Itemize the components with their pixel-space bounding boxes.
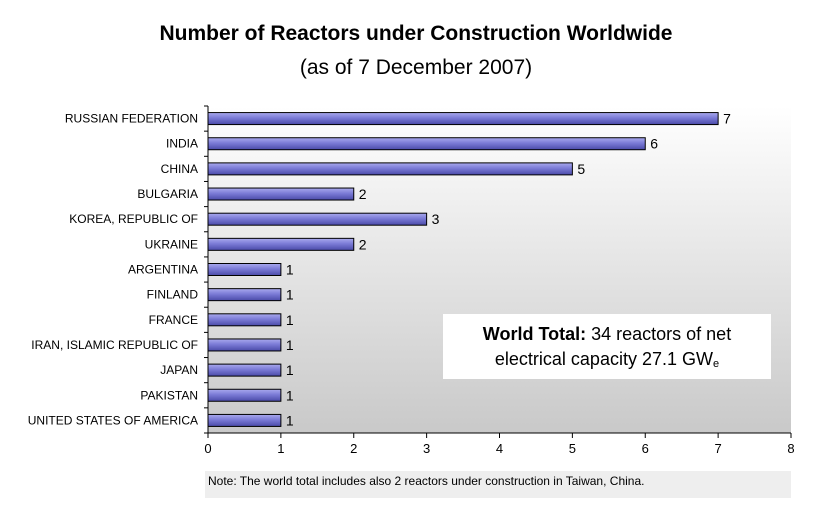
- value-label-6: 1: [286, 262, 294, 278]
- category-label-2: CHINA: [161, 162, 198, 176]
- world-total-annotation: World Total: 34 reactors of net electric…: [443, 314, 771, 379]
- category-label-1: INDIA: [166, 137, 198, 151]
- value-label-2: 5: [577, 161, 585, 177]
- bar-5: [207, 237, 355, 251]
- value-label-7: 1: [286, 287, 294, 303]
- value-label-9: 1: [286, 337, 294, 353]
- category-label-4: KOREA, REPUBLIC OF: [69, 212, 198, 226]
- category-label-9: IRAN, ISLAMIC REPUBLIC OF: [31, 338, 198, 352]
- category-label-8: FRANCE: [149, 313, 198, 327]
- x-tick-label-7: 7: [715, 441, 722, 456]
- value-label-12: 1: [286, 412, 294, 428]
- x-tick-label-0: 0: [204, 441, 211, 456]
- bar-0: [207, 112, 719, 126]
- world-total-line2: electrical capacity 27.1 GW: [494, 349, 713, 369]
- bar-9: [207, 338, 282, 352]
- world-total-subscript: e: [712, 358, 720, 370]
- bar-7: [207, 288, 282, 302]
- category-label-0: RUSSIAN FEDERATION: [65, 112, 198, 126]
- bar-1: [207, 137, 646, 151]
- bar-4: [207, 212, 428, 226]
- footnote: Note: The world total includes also 2 re…: [205, 471, 791, 498]
- value-label-1: 6: [650, 136, 658, 152]
- x-tick-label-1: 1: [277, 441, 284, 456]
- bar-11: [207, 388, 282, 402]
- value-label-11: 1: [286, 387, 294, 403]
- x-tick-label-8: 8: [787, 441, 794, 456]
- value-label-4: 3: [432, 211, 440, 227]
- category-label-5: UKRAINE: [145, 237, 198, 251]
- category-label-3: BULGARIA: [137, 187, 198, 201]
- world-total-line1: 34 reactors of net: [586, 324, 732, 344]
- chart-subtitle: (as of 7 December 2007): [299, 56, 533, 79]
- category-label-12: UNITED STATES OF AMERICA: [28, 413, 198, 427]
- value-label-8: 1: [286, 312, 294, 328]
- bar-6: [207, 263, 282, 276]
- chart-title: Number of Reactors under Construction Wo…: [159, 22, 673, 45]
- value-label-5: 2: [359, 236, 367, 252]
- value-label-10: 1: [286, 362, 294, 378]
- x-tick-label-5: 5: [569, 441, 576, 456]
- bar-10: [207, 363, 282, 377]
- value-label-0: 7: [723, 111, 731, 127]
- x-tick-label-4: 4: [496, 441, 503, 456]
- plot-area: [208, 106, 791, 433]
- category-label-10: JAPAN: [160, 363, 198, 377]
- x-tick-label-2: 2: [350, 441, 357, 456]
- bar-3: [207, 187, 355, 201]
- value-label-3: 2: [359, 186, 367, 202]
- bar-8: [207, 313, 282, 327]
- bar-12: [207, 413, 282, 427]
- category-label-7: FINLAND: [147, 288, 199, 302]
- category-label-11: PAKISTAN: [140, 388, 198, 402]
- x-tick-label-6: 6: [642, 441, 649, 456]
- x-tick-label-3: 3: [423, 441, 430, 456]
- bar-2: [207, 162, 573, 176]
- category-label-6: ARGENTINA: [128, 263, 198, 277]
- world-total-bold: World Total:: [482, 324, 587, 344]
